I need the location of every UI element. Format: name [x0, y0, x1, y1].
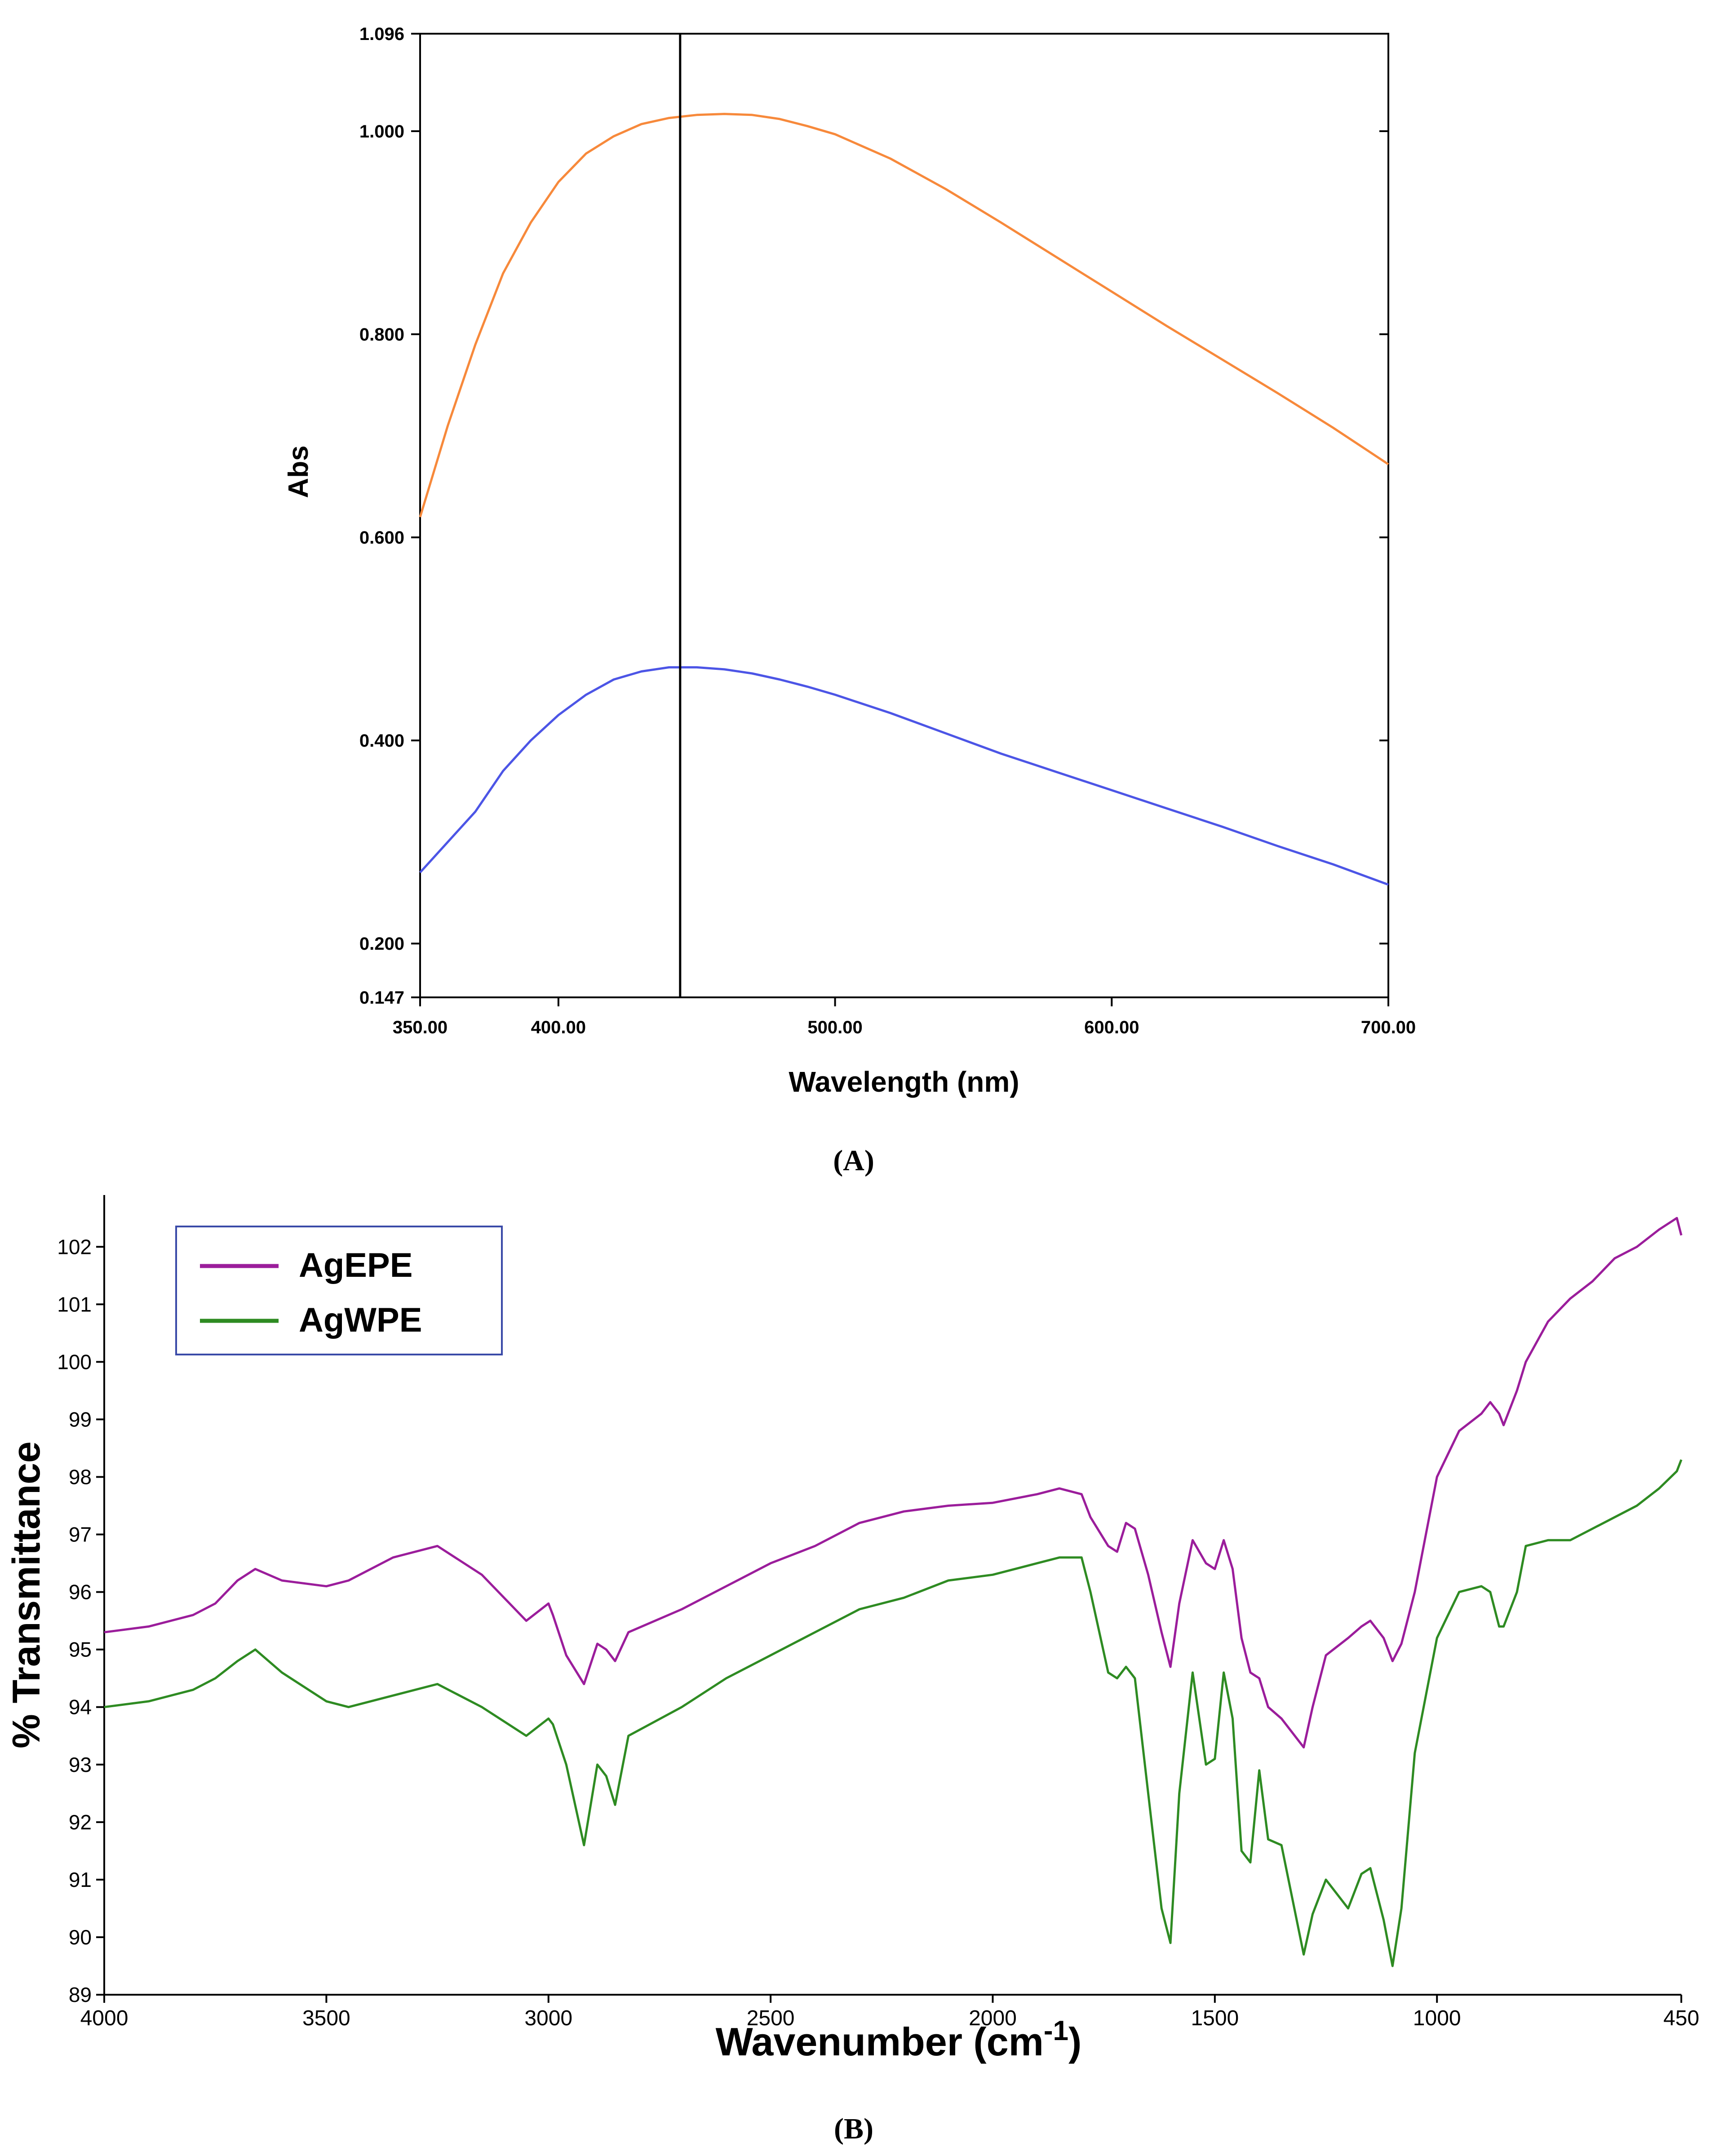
chart-a-panel-label: (A) [833, 1144, 874, 1177]
chart-b-x-tick-label: 2000 [969, 2006, 1017, 2030]
chart-b-x-tick-label: 1000 [1413, 2006, 1461, 2030]
chart-a: 0.147 0.200 0.400 0.600 0.800 1.000 1.096 350.… [283, 24, 1416, 1177]
chart-b-x-axis-label-end: ) [1068, 2019, 1081, 2064]
chart-b-y-tick-label: 89 [69, 1983, 92, 2006]
chart-b-legend: AgEPE AgWPE [175, 1226, 503, 1355]
chart-b-y-tick-label: 99 [69, 1408, 92, 1431]
chart-b-y-tick-label: 97 [69, 1523, 92, 1546]
chart-a-y-tick-label: 0.400 [359, 731, 404, 751]
chart-b-x-tick-label: 4000 [80, 2006, 129, 2030]
chart-a-y-tick-label: 1.000 [359, 122, 404, 142]
chart-a-series [419, 113, 1389, 886]
chart-b-y-tick-label: 102 [57, 1235, 92, 1258]
chart-a-series-line-1 [419, 666, 1389, 886]
chart-b-y-tick-label: 94 [69, 1696, 92, 1719]
chart-b-y-tick-label: 92 [69, 1811, 92, 1834]
chart-b-x-tick-label: 450 [1663, 2006, 1699, 2030]
chart-a-x-tick-label: 600.00 [1084, 1018, 1139, 1037]
chart-b-x-tick-label: 3500 [302, 2006, 350, 2030]
chart-b-y-tick-label: 95 [69, 1638, 92, 1661]
chart-b-series [104, 1217, 1683, 1967]
chart-a-x-axis: 350.00 400.00 500.00 600.00 700.00 [393, 997, 1416, 1037]
chart-b-y-tick-label: 100 [57, 1350, 92, 1373]
chart-b-x-axis-label-sup: -1 [1044, 2015, 1068, 2046]
chart-b-x-axis-label-main: Wavenumber (cm [716, 2019, 1044, 2064]
chart-a-y-tick-label: 0.800 [359, 325, 404, 345]
chart-b-legend-label-agepe: AgEPE [299, 1246, 412, 1284]
chart-b-x-tick-label: 1500 [1191, 2006, 1239, 2030]
chart-b-legend-label-agwpe: AgWPE [299, 1301, 422, 1339]
chart-a-y-tick-label: 0.600 [359, 528, 404, 548]
chart-b-y-tick-label: 101 [57, 1293, 92, 1316]
chart-a-x-tick-label: 400.00 [531, 1018, 586, 1037]
chart-b-x-tick-label: 3000 [524, 2006, 572, 2030]
chart-b-x-axis: 4000 3500 3000 2500 2000 1500 1000 450 [80, 1995, 1699, 2030]
chart-b-legend-box [175, 1226, 503, 1355]
chart-b-y-axis-label: % Transmittance [5, 1441, 48, 1748]
chart-a-x-tick-label: 700.00 [1361, 1018, 1416, 1037]
chart-b-y-tick-label: 98 [69, 1465, 92, 1488]
chart-a-y-axis: 0.147 0.200 0.400 0.600 0.800 1.000 1.096 [359, 24, 1388, 1008]
chart-a-y-tick-label: 1.096 [359, 24, 404, 44]
chart-b-x-tick-label: 2500 [747, 2006, 795, 2030]
chart-a-y-tick-label: 0.200 [359, 934, 404, 954]
chart-b-series-line-agwpe [104, 1459, 1683, 1967]
chart-b-x-axis-label: Wavenumber (cm-1) [716, 2015, 1082, 2064]
chart-b-y-tick-label: 91 [69, 1868, 92, 1891]
chart-b-y-tick-label: 90 [69, 1926, 92, 1949]
chart-b-y-tick-label: 93 [69, 1753, 92, 1776]
chart-a-y-tick-label: 0.147 [359, 988, 404, 1008]
chart-a-x-tick-label: 500.00 [807, 1018, 862, 1037]
chart-a-x-axis-label: Wavelength (nm) [789, 1066, 1019, 1098]
chart-a-series-line-0 [419, 113, 1389, 518]
chart-b: 89 90 91 92 93 94 95 96 97 98 99 100 101 102 4000 3500… [5, 1195, 1699, 2145]
chart-a-x-tick-label: 350.00 [393, 1018, 448, 1037]
chart-b-y-axis: 89 90 91 92 93 94 95 96 97 98 99 100 101 102 [57, 1235, 104, 2006]
chart-a-plot-frame [419, 33, 1389, 998]
chart-a-y-axis-label: Abs [283, 445, 314, 498]
chart-b-series-line-agepe [104, 1217, 1683, 1749]
chart-b-panel-label: (B) [834, 2112, 873, 2145]
chart-b-y-tick-label: 96 [69, 1580, 92, 1604]
